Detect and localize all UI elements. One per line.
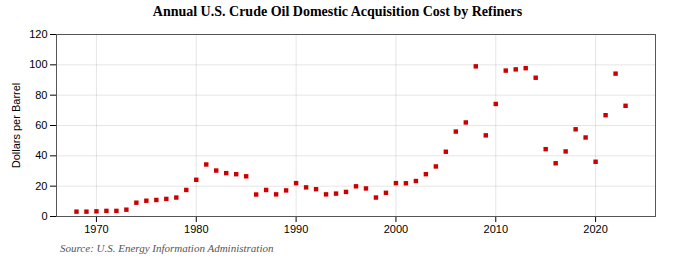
svg-text:1990: 1990 [284, 223, 308, 235]
html-text:Annual U.S. Crude Oil Domestic: Annual U.S. Crude Oil Domestic Acquisiti… [152, 4, 523, 19]
svg-text:1970: 1970 [84, 223, 108, 235]
svg-text:40: 40 [35, 149, 47, 161]
svg-text:80: 80 [35, 89, 47, 101]
svg-text:2000: 2000 [384, 223, 408, 235]
svg-text:20: 20 [35, 180, 47, 192]
svg-text:0: 0 [41, 210, 47, 222]
svg-text:2010: 2010 [484, 223, 508, 235]
svg-text:100: 100 [29, 58, 47, 70]
svg-text:2020: 2020 [583, 223, 607, 235]
svg-text:Dollars per Barrel: Dollars per Barrel [10, 83, 22, 169]
svg-text:1980: 1980 [184, 223, 208, 235]
svg-text:60: 60 [35, 119, 47, 131]
svg-text:120: 120 [29, 28, 47, 40]
html-text:Source: U.S. Energy Informatio: Source: U.S. Energy Information Administ… [60, 242, 274, 254]
